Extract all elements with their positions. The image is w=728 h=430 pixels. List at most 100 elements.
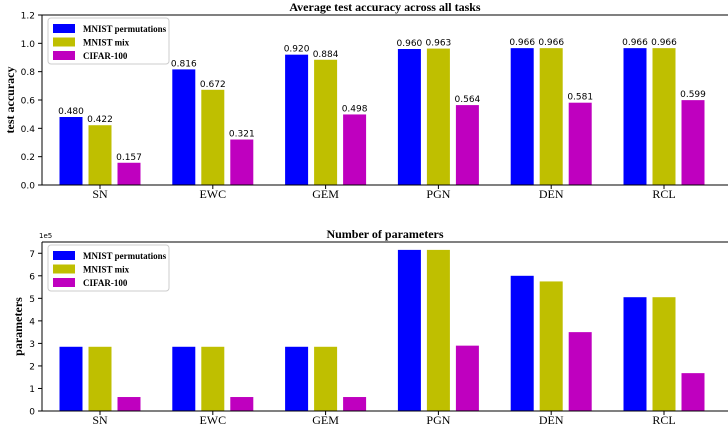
x-tick-label: SN — [92, 187, 108, 201]
bar-mnist-permutations-ewc — [172, 346, 196, 411]
bar-mnist-mix-gem — [314, 346, 338, 411]
bar-value-label: 0.321 — [229, 130, 255, 140]
legend-box — [47, 17, 170, 65]
bar-value-label: 0.884 — [313, 50, 339, 60]
bar-cifar-100-sn — [117, 397, 141, 411]
chart-2: Number of parameters parameters 1e5 0 1 2 3 4 5 6… — [11, 227, 728, 427]
y-tick-label: 6 — [29, 272, 35, 282]
bar-mnist-permutations-den — [510, 275, 534, 411]
bar-mnist-permutations-rcl — [623, 48, 647, 186]
bar-cifar-100-gem — [343, 114, 367, 185]
bar-value-label: 0.157 — [116, 153, 142, 163]
legend: MNIST permutations MNIST mix CIFAR-100 — [47, 244, 170, 292]
x-tick-label: EWC — [199, 413, 226, 427]
bar-value-label: 0.498 — [342, 104, 368, 114]
bar-value-label: 0.564 — [455, 95, 481, 105]
x-tick-label: DEN — [539, 413, 564, 427]
chart-title: Number of parameters — [326, 227, 443, 241]
bar-value-label: 0.480 — [58, 107, 84, 117]
legend-swatch-mnist-permutations — [53, 251, 75, 260]
bar-cifar-100-den — [568, 332, 592, 411]
bar-mnist-mix-rcl — [652, 297, 676, 411]
y-tick-label: 2 — [29, 362, 35, 372]
bar-mnist-mix-den — [539, 281, 563, 411]
legend-swatch-cifar-100 — [53, 51, 75, 60]
bar-mnist-permutations-den — [510, 48, 534, 186]
bar-mnist-mix-rcl — [652, 48, 676, 186]
x-tick-label: GEM — [312, 413, 339, 427]
bar-value-label: 0.920 — [284, 45, 310, 55]
bar-mnist-mix-den — [539, 48, 563, 186]
chart-1: Average test accuracy across all tasks te… — [3, 0, 728, 201]
y-tick-label: 7 — [29, 250, 35, 260]
y-tick-label: 0.6 — [21, 97, 36, 107]
bar-mnist-mix-sn — [88, 346, 112, 411]
legend: MNIST permutations MNIST mix CIFAR-100 — [47, 17, 170, 65]
legend-box — [47, 244, 170, 292]
bar-cifar-100-pgn — [455, 345, 479, 411]
x-tick-label: RCL — [652, 187, 675, 201]
x-tick-label: PGN — [426, 187, 450, 201]
chart-title: Average test accuracy across all tasks — [289, 0, 481, 14]
x-tick-label: SN — [92, 413, 108, 427]
bar-mnist-permutations-pgn — [397, 49, 421, 185]
bar-mnist-permutations-gem — [285, 54, 309, 185]
bar-value-label: 0.581 — [567, 93, 593, 103]
bar-mnist-mix-pgn — [426, 48, 450, 186]
bar-cifar-100-ewc — [230, 397, 254, 411]
bar-value-label: 0.966 — [538, 38, 564, 48]
y-tick-label: 0.4 — [21, 125, 36, 135]
x-tick-label: GEM — [312, 187, 339, 201]
legend-swatch-mnist-permutations — [53, 24, 75, 33]
bar-mnist-permutations-sn — [59, 117, 83, 185]
bar-mnist-mix-ewc — [201, 346, 225, 411]
bar-value-label: 0.963 — [426, 39, 452, 49]
bar-mnist-mix-ewc — [201, 89, 225, 185]
y-tick-label: 0.2 — [21, 153, 35, 163]
x-tick-label: EWC — [199, 187, 226, 201]
bar-value-label: 0.599 — [680, 90, 706, 100]
bar-mnist-permutations-pgn — [397, 249, 421, 411]
x-tick-label: DEN — [539, 187, 564, 201]
y-axis-label: test accuracy — [3, 67, 17, 134]
legend-swatch-cifar-100 — [53, 278, 75, 287]
bar-value-label: 0.816 — [171, 59, 197, 69]
bar-mnist-mix-sn — [88, 125, 112, 185]
x-tick-label: PGN — [426, 413, 450, 427]
bar-mnist-mix-pgn — [426, 249, 450, 411]
bar-cifar-100-den — [568, 102, 592, 185]
y-tick-label: 1.2 — [21, 12, 35, 22]
legend-label: MNIST permutations — [83, 251, 167, 261]
y-tick-label: 4 — [29, 317, 35, 327]
bar-cifar-100-pgn — [455, 105, 479, 185]
y-tick-label: 5 — [29, 295, 35, 305]
bar-value-label: 0.422 — [87, 115, 113, 125]
legend-label: MNIST permutations — [83, 24, 167, 34]
legend-label: CIFAR-100 — [83, 51, 128, 61]
bar-value-label: 0.966 — [622, 38, 648, 48]
legend-swatch-mnist-mix — [53, 37, 75, 47]
bar-mnist-mix-gem — [314, 59, 338, 186]
bar-cifar-100-rcl — [681, 100, 705, 185]
legend-label: CIFAR-100 — [83, 278, 128, 288]
legend-swatch-mnist-mix — [53, 264, 75, 274]
y-tick-label: 1.0 — [21, 40, 36, 50]
bar-value-label: 0.966 — [509, 38, 535, 48]
bar-cifar-100-rcl — [681, 373, 705, 411]
y-tick-label: 0.0 — [21, 182, 36, 192]
y-tick-label: 0 — [29, 408, 35, 418]
bar-value-label: 0.966 — [651, 38, 677, 48]
x-tick-label: RCL — [652, 413, 675, 427]
bar-mnist-permutations-rcl — [623, 297, 647, 411]
legend-label: MNIST mix — [83, 265, 130, 275]
legend-label: MNIST mix — [83, 38, 130, 48]
y-tick-label: 0.8 — [21, 68, 36, 78]
bar-cifar-100-sn — [117, 162, 141, 185]
y-axis-label: parameters — [11, 297, 25, 356]
bar-cifar-100-gem — [343, 397, 367, 411]
bar-mnist-permutations-sn — [59, 346, 83, 411]
bar-cifar-100-ewc — [230, 139, 254, 185]
y-multiplier-label: 1e5 — [39, 232, 52, 240]
bar-value-label: 0.672 — [200, 80, 226, 90]
